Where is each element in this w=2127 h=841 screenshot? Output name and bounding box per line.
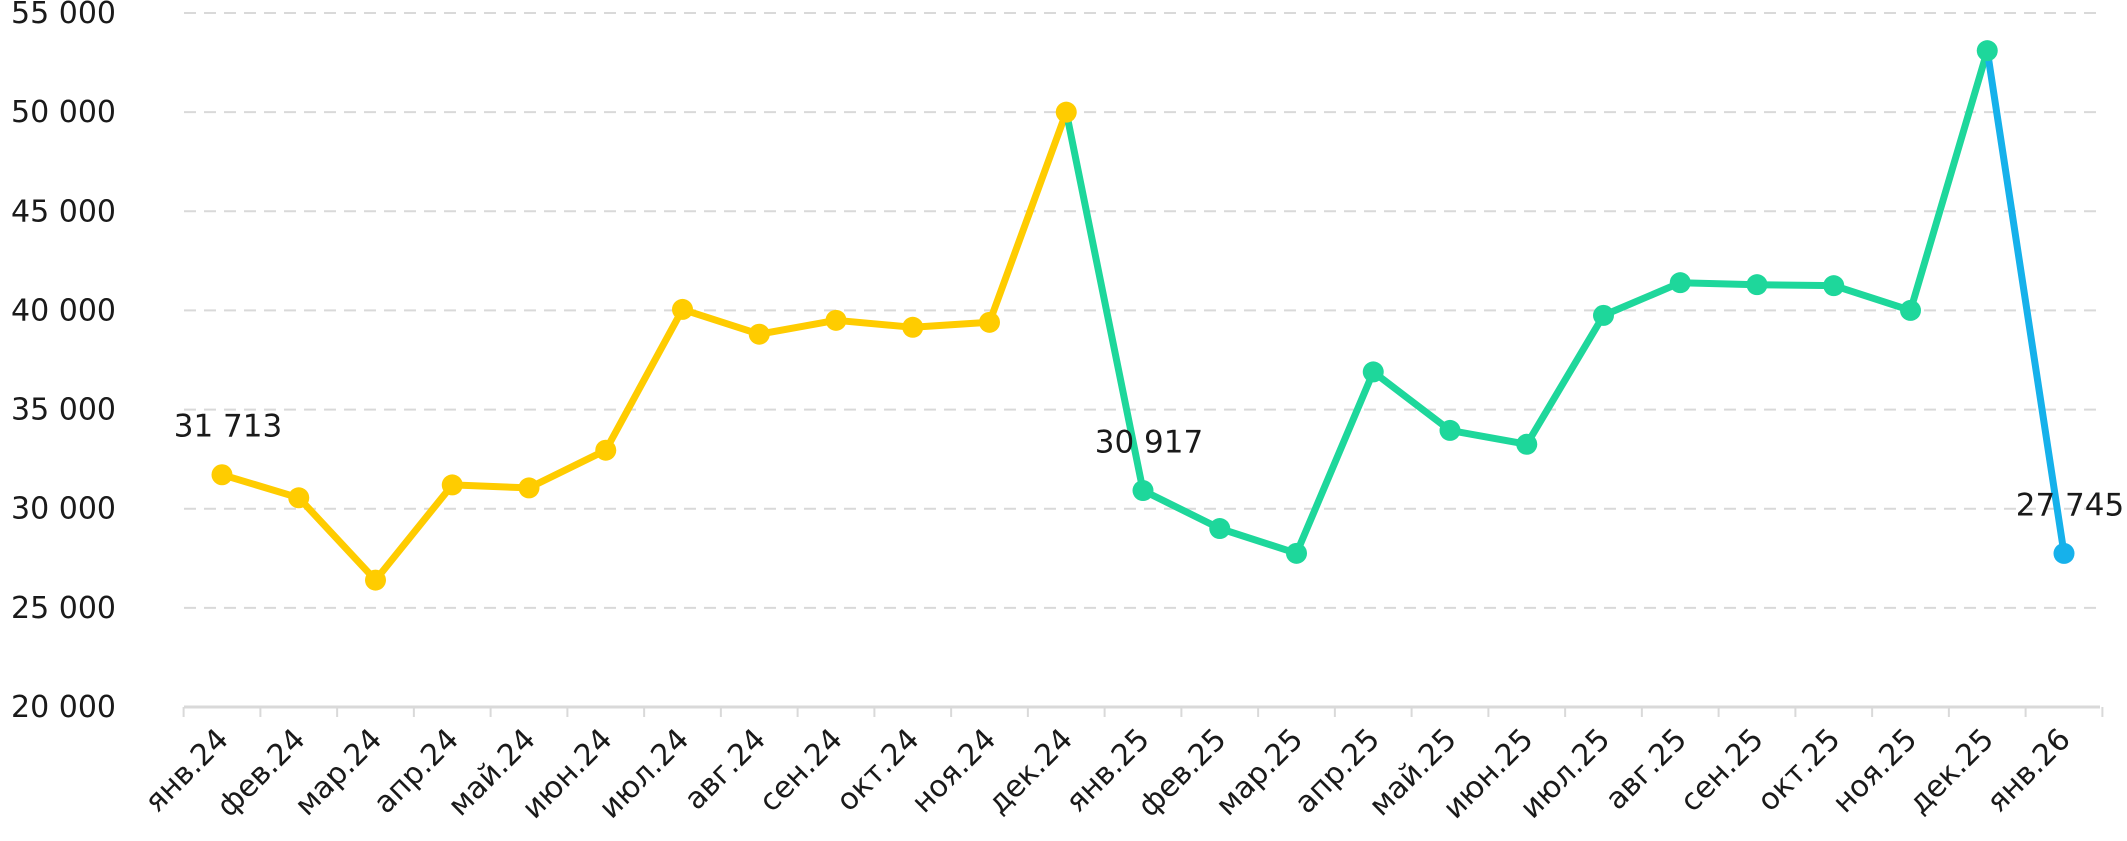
x-tick-label: мар.24 (288, 722, 389, 823)
data-point (1209, 518, 1231, 540)
data-point (1669, 272, 1691, 294)
y-tick-label: 45 000 (11, 194, 116, 229)
y-tick-label: 25 000 (11, 591, 116, 626)
series-line (1983, 47, 2068, 557)
x-tick-label: дек.25 (1902, 722, 2001, 821)
data-point (1055, 101, 1077, 123)
data-point (1976, 40, 1998, 62)
y-tick-label: 20 000 (11, 690, 116, 725)
data-point (1900, 299, 1921, 321)
data-point (1439, 419, 1461, 441)
y-tick-label: 30 000 (11, 492, 116, 527)
data-point (1593, 304, 1614, 326)
data-point (1823, 275, 1845, 297)
x-tick-label: сен.24 (753, 722, 850, 819)
data-point (1132, 480, 1154, 502)
x-tick-label: янв.26 (1980, 722, 2078, 820)
x-tick-label: авг.25 (1599, 722, 1694, 817)
x-tick-label: авг.24 (678, 722, 773, 817)
data-point (1516, 433, 1538, 455)
data-point (979, 311, 1000, 333)
y-axis-tick-labels: 20 000 25 000 30 000 35 000 40 000 45 000 50 0… (11, 0, 116, 725)
data-label: 27 745 (2016, 487, 2124, 523)
data-point (441, 474, 463, 496)
data-point (2053, 542, 2075, 564)
series-line (1062, 47, 1991, 557)
x-tick-label: сен.25 (1674, 722, 1771, 819)
data-point (825, 309, 847, 331)
y-tick-label: 35 000 (11, 393, 116, 428)
series-points (211, 40, 2075, 591)
data-labels: 31 713 30 917 27 745 (174, 409, 2124, 524)
x-tick-label: ноя.24 (905, 722, 1003, 820)
x-tick-label: мар.25 (1209, 722, 1310, 823)
data-point (365, 569, 386, 591)
data-point (672, 298, 693, 320)
x-tick-label: окт.25 (1751, 722, 1848, 819)
x-tick-label: дек.24 (981, 722, 1080, 821)
y-tick-label: 50 000 (11, 95, 116, 130)
data-point (1286, 542, 1307, 564)
x-tick-label: ноя.25 (1826, 722, 1924, 820)
y-tick-label: 40 000 (11, 293, 116, 328)
data-point (748, 323, 770, 345)
grid-lines (184, 12, 2100, 609)
data-point (1362, 361, 1384, 383)
data-label: 30 917 (1095, 425, 1203, 461)
x-axis: янв.24фев.24мар.24апр.24май.24июн.24июл.… (138, 705, 2104, 826)
x-tick-label: окт.24 (830, 722, 927, 819)
y-tick-label: 55 000 (11, 0, 116, 31)
data-point (595, 439, 617, 461)
series-line (218, 108, 1070, 584)
data-point (902, 316, 924, 338)
data-label: 31 713 (174, 409, 282, 445)
data-point (518, 477, 540, 499)
data-point (211, 464, 233, 486)
data-point (288, 487, 310, 509)
data-point (1746, 274, 1768, 296)
